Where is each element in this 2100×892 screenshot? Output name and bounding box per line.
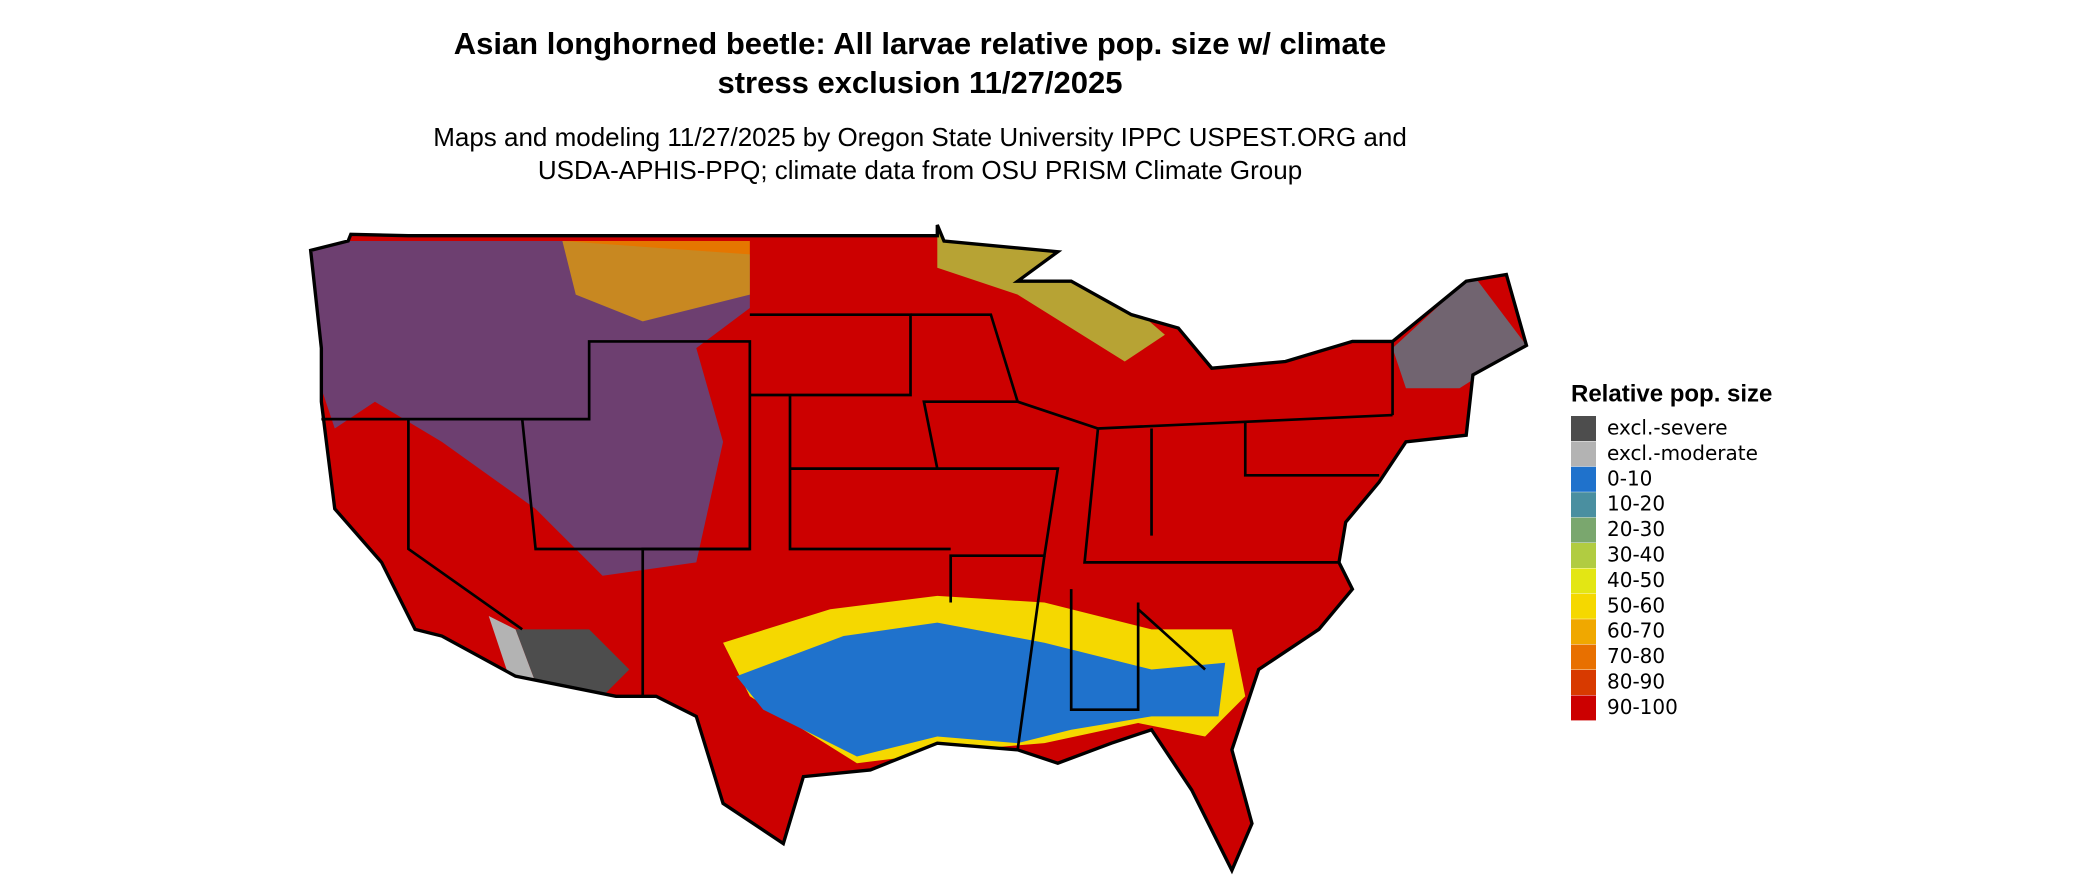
legend-label: excl.-moderate	[1607, 441, 1758, 465]
legend-swatch	[1571, 441, 1596, 467]
legend-label: 10-20	[1607, 492, 1665, 516]
legend-swatch	[1571, 695, 1596, 721]
legend-swatch	[1571, 568, 1596, 594]
legend-label: 70-80	[1607, 644, 1665, 668]
legend-swatch	[1571, 644, 1596, 670]
legend-label: 0-10	[1607, 466, 1652, 490]
legend-label: 50-60	[1607, 593, 1665, 617]
legend-label: 90-100	[1607, 695, 1678, 719]
legend-title: Relative pop. size	[1571, 380, 1772, 407]
legend-swatch	[1571, 492, 1596, 518]
legend-swatch	[1571, 466, 1596, 492]
subtitle-line: USDA-APHIS-PPQ; climate data from OSU PR…	[538, 155, 1302, 185]
subtitle-line: Maps and modeling 11/27/2025 by Oregon S…	[433, 122, 1407, 152]
title-line: stress exclusion 11/27/2025	[717, 65, 1122, 100]
legend-label: excl.-severe	[1607, 416, 1728, 440]
title-line: Asian longhorned beetle: All larvae rela…	[454, 26, 1387, 61]
legend-swatch	[1571, 619, 1596, 645]
legend-swatch	[1571, 543, 1596, 568]
legend-swatch	[1571, 517, 1596, 543]
us-map	[308, 223, 1529, 873]
legend-swatch	[1571, 670, 1596, 695]
state-borders	[321, 313, 1394, 751]
legend-label: 30-40	[1607, 543, 1665, 567]
legend-label: 40-50	[1607, 568, 1665, 592]
legend-label: 60-70	[1607, 619, 1665, 643]
legend-label: 20-30	[1607, 517, 1665, 541]
legend-swatch	[1571, 593, 1596, 619]
legend: excl.-severeexcl.-moderate0-1010-2020-30…	[1571, 416, 1758, 721]
legend-label: 80-90	[1607, 670, 1665, 694]
legend-swatch	[1571, 416, 1596, 441]
